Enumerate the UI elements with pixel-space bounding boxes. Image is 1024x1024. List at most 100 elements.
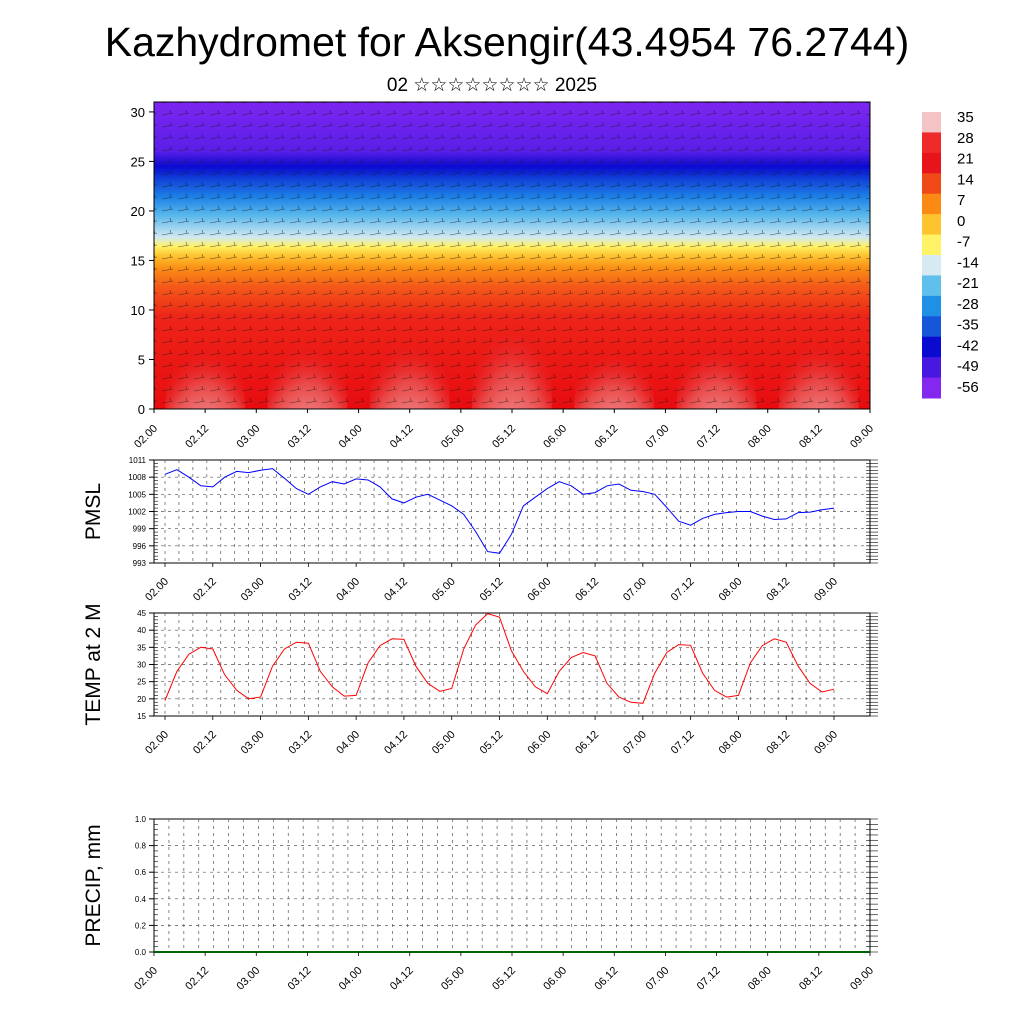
x-tick-label: 07.00 [644, 965, 672, 993]
colorbar-label: 14 [957, 171, 974, 188]
pmsl-panel: 993 996 999 1002 1005 1008 1011 02.00 02.12 03.00… [82, 456, 878, 604]
x-tick-label: 08.00 [717, 576, 745, 604]
x-tick-label: 08.12 [764, 576, 792, 604]
colorbar-cell [922, 377, 941, 399]
y-tick-label: 45 [137, 609, 146, 618]
x-tick-label: 05.12 [490, 423, 518, 451]
colorbar-label: 21 [957, 151, 974, 168]
y-tick-label: 996 [133, 542, 147, 551]
colorbar-cell [922, 193, 941, 215]
x-tick-label: 02.00 [143, 576, 171, 604]
chart-subtitle: 02 ☆☆☆☆☆☆☆☆ 2025 [387, 75, 597, 96]
colorbar-label: -7 [957, 234, 970, 251]
x-tick-label: 08.12 [797, 965, 825, 993]
y-axis-title: TEMP at 2 M [82, 603, 105, 725]
x-tick-label: 05.00 [430, 729, 458, 757]
colorbar-cell [922, 132, 941, 154]
x-tick-label: 04.12 [388, 965, 416, 993]
y-tick-label: 0.2 [135, 921, 147, 930]
x-tick-label: 08.00 [746, 423, 774, 451]
x-tick-label: 09.00 [848, 423, 876, 451]
x-tick-label: 08.12 [764, 729, 792, 757]
y-tick-label: 20 [137, 695, 146, 704]
x-tick-label: 07.00 [644, 423, 672, 451]
x-tick-label: 04.12 [388, 423, 416, 451]
x-tick-label: 04.00 [337, 965, 365, 993]
y-tick-label: 20 [131, 204, 145, 219]
y-tick-label: 0.4 [135, 895, 147, 904]
x-tick-label: 06.00 [541, 965, 569, 993]
x-tick-label: 02.12 [191, 729, 219, 757]
colorbar-label: -42 [957, 337, 979, 354]
y-tick-label: 1.0 [135, 815, 147, 824]
y-tick-label: 35 [137, 643, 146, 652]
y-tick-label: 0.6 [135, 868, 147, 877]
x-tick-label: 09.00 [848, 965, 876, 993]
x-tick-label: 02.00 [132, 423, 160, 451]
x-tick-label: 08.00 [746, 965, 774, 993]
colorbar-cell [922, 336, 941, 358]
chart-title: Kazhydromet for Aksengir(43.4954 76.2744… [105, 19, 910, 65]
x-tick-label: 09.00 [812, 576, 840, 604]
x-tick-label: 05.00 [430, 576, 458, 604]
y-tick-label: 1002 [128, 508, 146, 517]
x-tick-label: 03.12 [287, 729, 315, 757]
colorbar-cell [922, 112, 941, 133]
colorbar-label: -35 [957, 317, 979, 334]
x-tick-label: 03.00 [234, 423, 262, 451]
y-tick-label: 25 [131, 154, 145, 169]
colorbar-label: -56 [957, 379, 979, 396]
x-tick-label: 06.00 [541, 423, 569, 451]
x-tick-label: 04.12 [382, 729, 410, 757]
colorbar: 35 28 21 14 7 0 -7 -14 -21 -28 -35 -42 -49 -56 [922, 109, 979, 399]
x-tick-label: 07.12 [669, 576, 697, 604]
x-tick-label: 02.00 [132, 965, 160, 993]
y-axis-title: PRECIP, mm [82, 824, 105, 946]
colorbar-cell [922, 295, 941, 317]
x-tick-label: 05.12 [478, 576, 506, 604]
y-tick-label: 1011 [129, 456, 147, 465]
x-tick-label: 07.00 [621, 576, 649, 604]
x-tick-label: 08.00 [717, 729, 745, 757]
x-tick-label: 03.00 [239, 729, 267, 757]
x-tick-label: 03.12 [287, 576, 315, 604]
y-tick-label: 0 [138, 402, 145, 417]
y-tick-label: 0.8 [135, 842, 147, 851]
y-tick-label: 0.0 [135, 948, 147, 957]
x-tick-label: 05.12 [478, 729, 506, 757]
colorbar-cell [922, 234, 941, 256]
y-tick-label: 30 [137, 661, 146, 670]
colorbar-cell [922, 173, 941, 195]
x-tick-label: 07.12 [695, 965, 723, 993]
x-tick-label: 06.12 [592, 423, 620, 451]
colorbar-label: -28 [957, 296, 979, 313]
x-tick-label: 02.12 [191, 576, 219, 604]
x-tick-label: 07.00 [621, 729, 649, 757]
wind-barbs [154, 102, 870, 409]
y-tick-label: 10 [131, 303, 145, 318]
x-tick-label: 05.12 [490, 965, 518, 993]
x-tick-label: 03.00 [239, 576, 267, 604]
y-tick-label: 15 [131, 253, 145, 268]
x-tick-label: 02.00 [143, 729, 171, 757]
x-tick-label: 08.12 [797, 423, 825, 451]
colorbar-cell [922, 255, 941, 276]
series-line [164, 613, 835, 704]
y-tick-label: 5 [138, 352, 145, 367]
colorbar-label: -49 [957, 358, 979, 375]
y-tick-label: 993 [133, 559, 147, 568]
x-tick-label: 06.00 [525, 729, 553, 757]
x-tick-label: 04.00 [334, 576, 362, 604]
x-tick-label: 03.12 [286, 423, 314, 451]
y-tick-label: 1005 [128, 490, 146, 499]
colorbar-cell [922, 214, 941, 236]
x-tick-label: 02.12 [183, 965, 211, 993]
y-tick-label: 40 [137, 626, 146, 635]
cross-section-panel: 0 5 10 15 20 25 30 02.00 02.12 03.00 03.12 04.00 04… [131, 101, 876, 451]
x-tick-label: 03.12 [286, 965, 314, 993]
colorbar-label: 35 [957, 109, 974, 126]
colorbar-label: -21 [957, 275, 979, 292]
colorbar-cell [922, 275, 941, 297]
x-tick-label: 04.00 [334, 729, 362, 757]
